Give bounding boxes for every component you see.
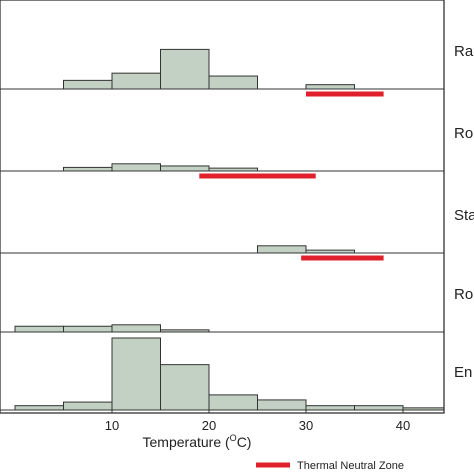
legend: Thermal Neutral Zone xyxy=(256,460,404,472)
panel-label: En xyxy=(454,364,472,381)
histogram-bar xyxy=(257,245,307,254)
histogram-bar xyxy=(305,84,355,90)
x-axis-title: Temperature (OC) xyxy=(143,433,252,450)
panel-label: Ro xyxy=(454,125,473,142)
panel-1: Ra xyxy=(0,43,474,97)
x-tick-label: 20 xyxy=(202,418,216,433)
histogram-bar xyxy=(160,364,210,411)
histogram-bar xyxy=(63,401,113,411)
histogram-bar xyxy=(354,405,404,411)
histogram-bar xyxy=(160,48,210,90)
histogram-bar xyxy=(14,325,64,333)
histogram-bar xyxy=(111,163,161,172)
panel-4: Ro xyxy=(0,286,473,333)
histogram-bar xyxy=(111,72,161,90)
panel-2: Ro xyxy=(0,125,473,179)
x-axis: 1020304050 xyxy=(105,408,410,433)
plot-frame xyxy=(0,0,445,414)
histogram-bar xyxy=(111,337,161,411)
histogram-bar xyxy=(208,394,258,411)
x-tick-label: 40 xyxy=(396,418,410,433)
panel-3: Sta xyxy=(0,207,474,261)
histogram-bar xyxy=(63,325,113,333)
panel-label: Ro xyxy=(454,286,473,303)
histogram-bar xyxy=(208,75,258,90)
x-tick-label: 10 xyxy=(105,418,119,433)
panel-label: Sta xyxy=(454,207,474,224)
legend-label: Thermal Neutral Zone xyxy=(297,460,404,472)
histogram-bar xyxy=(14,405,64,411)
histogram-bar xyxy=(160,165,210,172)
panels-layer: Ra Ro Sta Ro En xyxy=(0,43,474,411)
histogram-bar xyxy=(305,405,355,411)
histogram-bar xyxy=(63,166,113,172)
x-tick-label: 30 xyxy=(299,418,313,433)
histogram-bar xyxy=(257,399,307,411)
panel-label: Ra xyxy=(454,43,474,60)
histogram-bar xyxy=(111,324,161,333)
panel-5: En xyxy=(0,337,472,411)
histogram-bar xyxy=(63,79,113,90)
